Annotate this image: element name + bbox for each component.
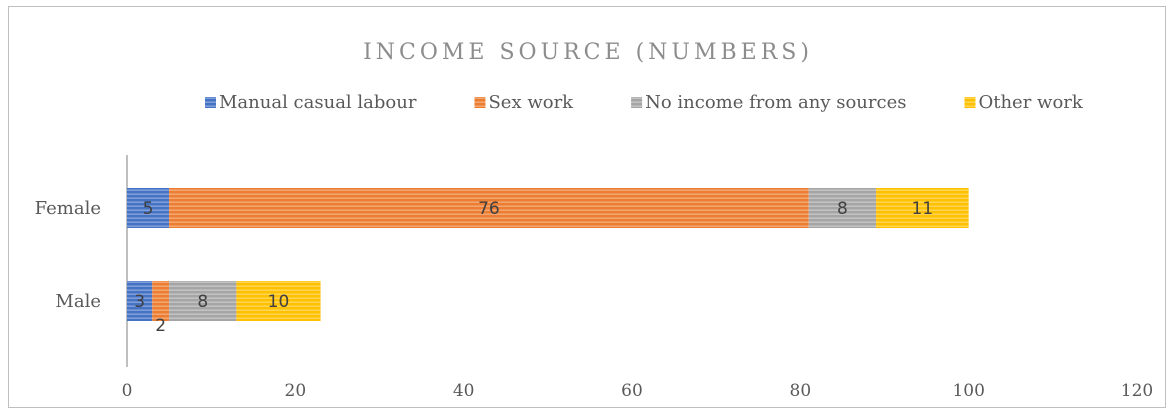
bars-group: 5 76 8 11 32 8 10 <box>127 188 969 336</box>
legend-label-sex-work: Sex work <box>488 92 574 113</box>
chart-title: INCOME SOURCE (NUMBERS) <box>363 40 813 65</box>
income-source-chart: INCOME SOURCE (NUMBERS) Manual casual la… <box>35 40 1154 401</box>
legend-label-no-income-from-any-sources: No income from any sources <box>645 92 906 113</box>
x-tick-0: 0 <box>122 381 133 401</box>
x-tick-labels: 0 20 40 60 80 100 120 <box>122 381 1154 401</box>
data-label-female-no-income-from-any-sources: 8 <box>837 199 848 219</box>
bar-male-manual-casual-labour <box>127 281 153 321</box>
category-label-female: Female <box>35 198 101 219</box>
x-tick-40: 40 <box>453 381 475 401</box>
data-label-male-sex-work: 2 <box>155 316 166 336</box>
category-labels: Female Male <box>35 198 101 312</box>
legend-swatch-no-income-from-any-sources <box>631 97 643 108</box>
data-label-male-no-income-from-any-sources: 8 <box>197 292 208 312</box>
x-tick-80: 80 <box>790 381 812 401</box>
data-label-male-manual-casual-labour: 3 <box>134 292 145 312</box>
data-label-male-other-work: 10 <box>268 292 290 312</box>
legend-swatch-other-work <box>964 97 976 108</box>
bar-male-other-work <box>236 281 321 321</box>
data-label-female-other-work: 11 <box>912 199 934 219</box>
bar-female-other-work <box>876 188 969 228</box>
chart-frame: INCOME SOURCE (NUMBERS) Manual casual la… <box>8 6 1166 408</box>
legend-swatch-sex-work <box>474 97 486 108</box>
bar-male-sex-work <box>152 281 170 321</box>
bar-male-no-income-from-any-sources <box>169 281 237 321</box>
bar-female-manual-casual-labour <box>127 188 170 228</box>
x-tick-20: 20 <box>285 381 307 401</box>
data-label-female-sex-work: 76 <box>478 199 500 219</box>
category-label-male: Male <box>55 291 101 312</box>
legend-label-manual-casual-labour: Manual casual labour <box>219 92 417 113</box>
data-label-female-manual-casual-labour: 5 <box>143 199 154 219</box>
bar-female-sex-work <box>169 188 809 228</box>
bar-female-no-income-from-any-sources <box>808 188 877 228</box>
x-tick-120: 120 <box>1121 381 1153 401</box>
legend: Manual casual labour Sex work No income fr… <box>205 92 1084 113</box>
legend-label-other-work: Other work <box>978 92 1083 113</box>
x-tick-60: 60 <box>621 381 643 401</box>
legend-swatch-manual-casual-labour <box>205 97 216 108</box>
x-tick-100: 100 <box>952 381 984 401</box>
